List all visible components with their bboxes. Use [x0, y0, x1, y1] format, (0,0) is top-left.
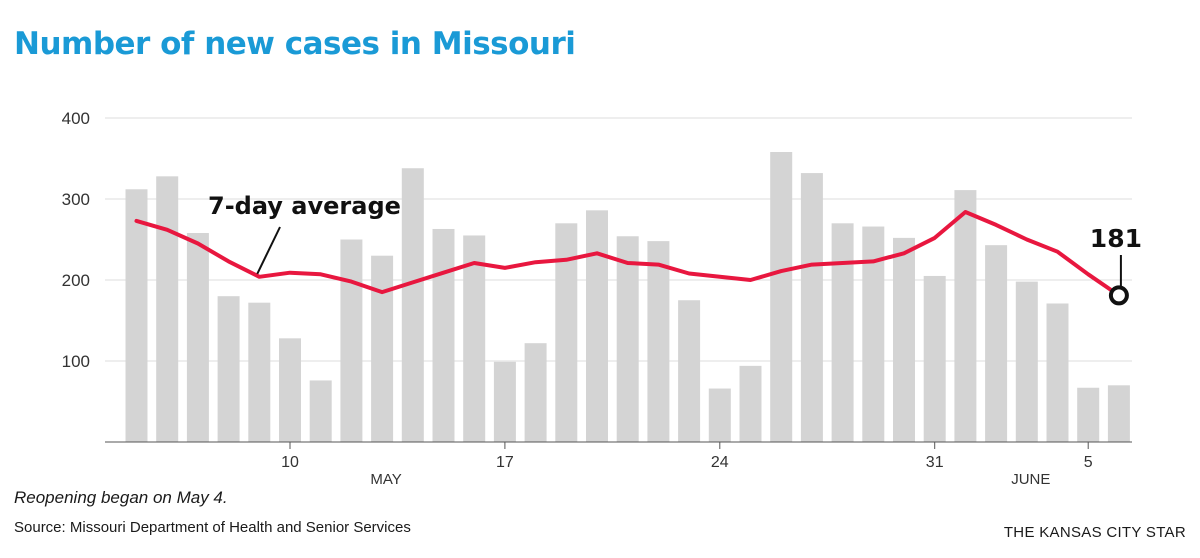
bar — [186, 233, 209, 442]
bar — [923, 275, 946, 442]
x-tick-label: 10 — [281, 454, 299, 471]
bar — [862, 226, 885, 442]
bar — [309, 380, 332, 442]
chart-title: Number of new cases in Missouri — [14, 26, 576, 62]
bar — [739, 365, 762, 442]
bar — [1077, 387, 1100, 442]
reopening-note: Reopening began on May 4. — [14, 488, 228, 507]
bar — [647, 241, 670, 442]
bar — [248, 302, 271, 442]
bar — [463, 235, 486, 442]
bar — [954, 190, 977, 442]
bar — [125, 189, 148, 442]
bar — [1015, 281, 1038, 442]
y-tick-label: 100 — [62, 352, 90, 371]
series-annotation-label: 7-day average — [208, 192, 401, 220]
bar — [893, 237, 915, 442]
y-tick-label: 400 — [62, 109, 90, 128]
bar — [1046, 303, 1069, 442]
bar — [493, 361, 516, 442]
bar — [371, 255, 394, 442]
bar — [279, 338, 301, 442]
bar — [1107, 385, 1130, 442]
annotation-leader-line — [256, 226, 281, 275]
x-axis-ticks: 10 17 24 31 5 — [281, 442, 1093, 471]
month-label: MAY — [370, 471, 401, 488]
endpoint-value-label: 181 — [1090, 224, 1142, 253]
bar — [401, 168, 424, 442]
bar — [156, 176, 179, 442]
x-tick-label: 5 — [1084, 454, 1093, 471]
x-tick-label: 31 — [926, 454, 944, 471]
bar — [678, 300, 701, 442]
bar — [800, 173, 823, 442]
x-tick-label: 17 — [496, 454, 514, 471]
annotations: 7-day average 181 — [208, 192, 1142, 306]
daily-cases-bars — [125, 152, 1130, 442]
y-tick-label: 200 — [62, 271, 90, 290]
endpoint-marker — [1108, 285, 1129, 306]
bar — [985, 245, 1008, 442]
month-label: JUNE — [1011, 471, 1050, 488]
bar — [616, 236, 639, 442]
y-axis-ticks: 100 200 300 400 — [62, 109, 90, 371]
bar — [770, 152, 793, 442]
bar — [831, 223, 854, 442]
bar — [340, 239, 363, 442]
publisher-credit: THE KANSAS CITY STAR — [1003, 524, 1186, 541]
bar — [555, 223, 578, 442]
seven-day-average-line — [134, 210, 1121, 298]
bar — [708, 388, 731, 442]
source-credit: Source: Missouri Department of Health an… — [14, 519, 411, 536]
bar — [432, 228, 455, 442]
bar — [217, 296, 240, 442]
month-labels: MAY JUNE — [370, 471, 1050, 488]
bar — [586, 210, 608, 442]
bar — [524, 343, 547, 442]
x-tick-label: 24 — [711, 454, 729, 471]
y-tick-label: 300 — [62, 190, 90, 209]
